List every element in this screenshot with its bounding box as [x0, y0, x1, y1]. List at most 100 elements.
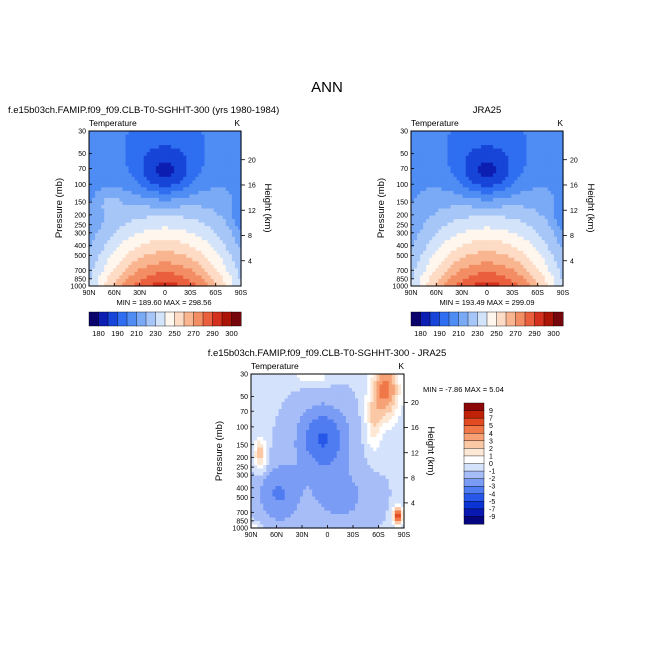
contour-cell	[122, 264, 127, 269]
contour-cell	[287, 388, 292, 393]
contour-cell	[174, 141, 178, 146]
contour-cell	[149, 183, 154, 188]
contour-cell	[474, 201, 479, 206]
contour-cell	[526, 233, 531, 238]
contour-cell	[544, 204, 549, 210]
contour-cell	[496, 162, 500, 167]
contour-cell	[493, 257, 497, 262]
contour-cell	[222, 268, 227, 273]
contour-cell	[231, 183, 236, 188]
contour-cell	[411, 215, 415, 220]
contour-cell	[429, 148, 433, 153]
contour-cell	[161, 162, 166, 167]
contour-cell	[480, 268, 485, 273]
contour-cell	[487, 148, 491, 153]
contour-cell	[231, 264, 236, 269]
contour-cell	[296, 402, 301, 407]
contour-cell	[544, 282, 549, 287]
contour-cell	[444, 229, 449, 234]
colorbar-swatch	[98, 311, 109, 327]
contour-cell	[137, 257, 142, 262]
contour-cell	[411, 240, 415, 245]
contour-cell	[237, 215, 242, 220]
contour-cell	[414, 219, 418, 224]
contour-cell	[306, 391, 310, 396]
contour-cell	[400, 381, 405, 386]
contour-cell	[414, 212, 418, 217]
contour-cell	[195, 212, 200, 217]
contour-cell	[385, 391, 390, 396]
contour-cell	[541, 187, 546, 192]
contour-cell	[520, 222, 525, 227]
contour-cell	[125, 254, 130, 259]
contour-cell	[131, 275, 136, 280]
contour-cell	[122, 275, 127, 280]
contour-cell	[502, 222, 506, 227]
contour-cell	[155, 243, 160, 248]
contour-cell	[140, 131, 145, 136]
contour-cell	[161, 176, 166, 181]
contour-cell	[462, 254, 467, 259]
contour-cell	[189, 257, 193, 262]
contour-cell	[98, 271, 102, 277]
contour-cell	[140, 261, 145, 266]
contour-cell	[95, 190, 99, 196]
contour-cell	[474, 264, 479, 269]
right-tick-label: 8	[570, 233, 574, 240]
contour-cell	[535, 219, 540, 224]
contour-cell	[441, 201, 446, 206]
contour-cell	[483, 264, 488, 269]
contour-cell	[119, 219, 124, 224]
contour-cell	[177, 240, 181, 245]
contour-cell	[201, 268, 206, 273]
contour-cell	[456, 261, 461, 266]
contour-cell	[529, 282, 534, 287]
contour-cell	[98, 148, 102, 153]
contour-cell	[462, 201, 467, 206]
contour-cell	[541, 261, 546, 266]
contour-cell	[113, 264, 117, 269]
contour-cell	[559, 145, 564, 150]
contour-cell	[189, 138, 193, 143]
x-tick-label: 0	[485, 290, 489, 297]
contour-cell	[149, 233, 154, 238]
contour-cell	[89, 152, 93, 157]
contour-cell	[155, 226, 160, 231]
contour-cell	[333, 374, 338, 379]
contour-cell	[158, 141, 163, 146]
contour-cell	[165, 131, 169, 136]
contour-cell	[388, 398, 393, 403]
panel1-ylabel-right: Height (km)	[262, 183, 273, 232]
contour-cell	[89, 180, 93, 185]
contour-cell	[171, 257, 175, 262]
contour-cell	[257, 388, 261, 393]
contour-cell	[155, 236, 160, 241]
contour-cell	[450, 173, 455, 178]
contour-cell	[490, 183, 494, 188]
contour-cell	[480, 278, 485, 284]
contour-cell	[493, 138, 497, 143]
contour-cell	[444, 173, 449, 178]
contour-cell	[520, 250, 525, 255]
contour-cell	[438, 169, 442, 174]
contour-cell	[526, 264, 531, 269]
contour-cell	[493, 131, 497, 136]
contour-cell	[312, 374, 316, 379]
contour-cell	[487, 243, 491, 248]
contour-cell	[189, 148, 193, 153]
contour-cell	[287, 395, 292, 400]
contour-cell	[107, 134, 111, 139]
contour-cell	[532, 229, 537, 234]
contour-cell	[204, 183, 209, 188]
y-tick-label: 150	[396, 200, 408, 207]
contour-cell	[487, 131, 491, 136]
contour-cell	[234, 257, 239, 262]
contour-cell	[333, 391, 338, 396]
contour-cell	[483, 261, 488, 266]
contour-cell	[92, 222, 96, 227]
contour-cell	[171, 152, 175, 157]
contour-cell	[502, 204, 506, 210]
contour-cell	[447, 197, 452, 203]
contour-cell	[128, 257, 133, 262]
contour-cell	[165, 201, 169, 206]
